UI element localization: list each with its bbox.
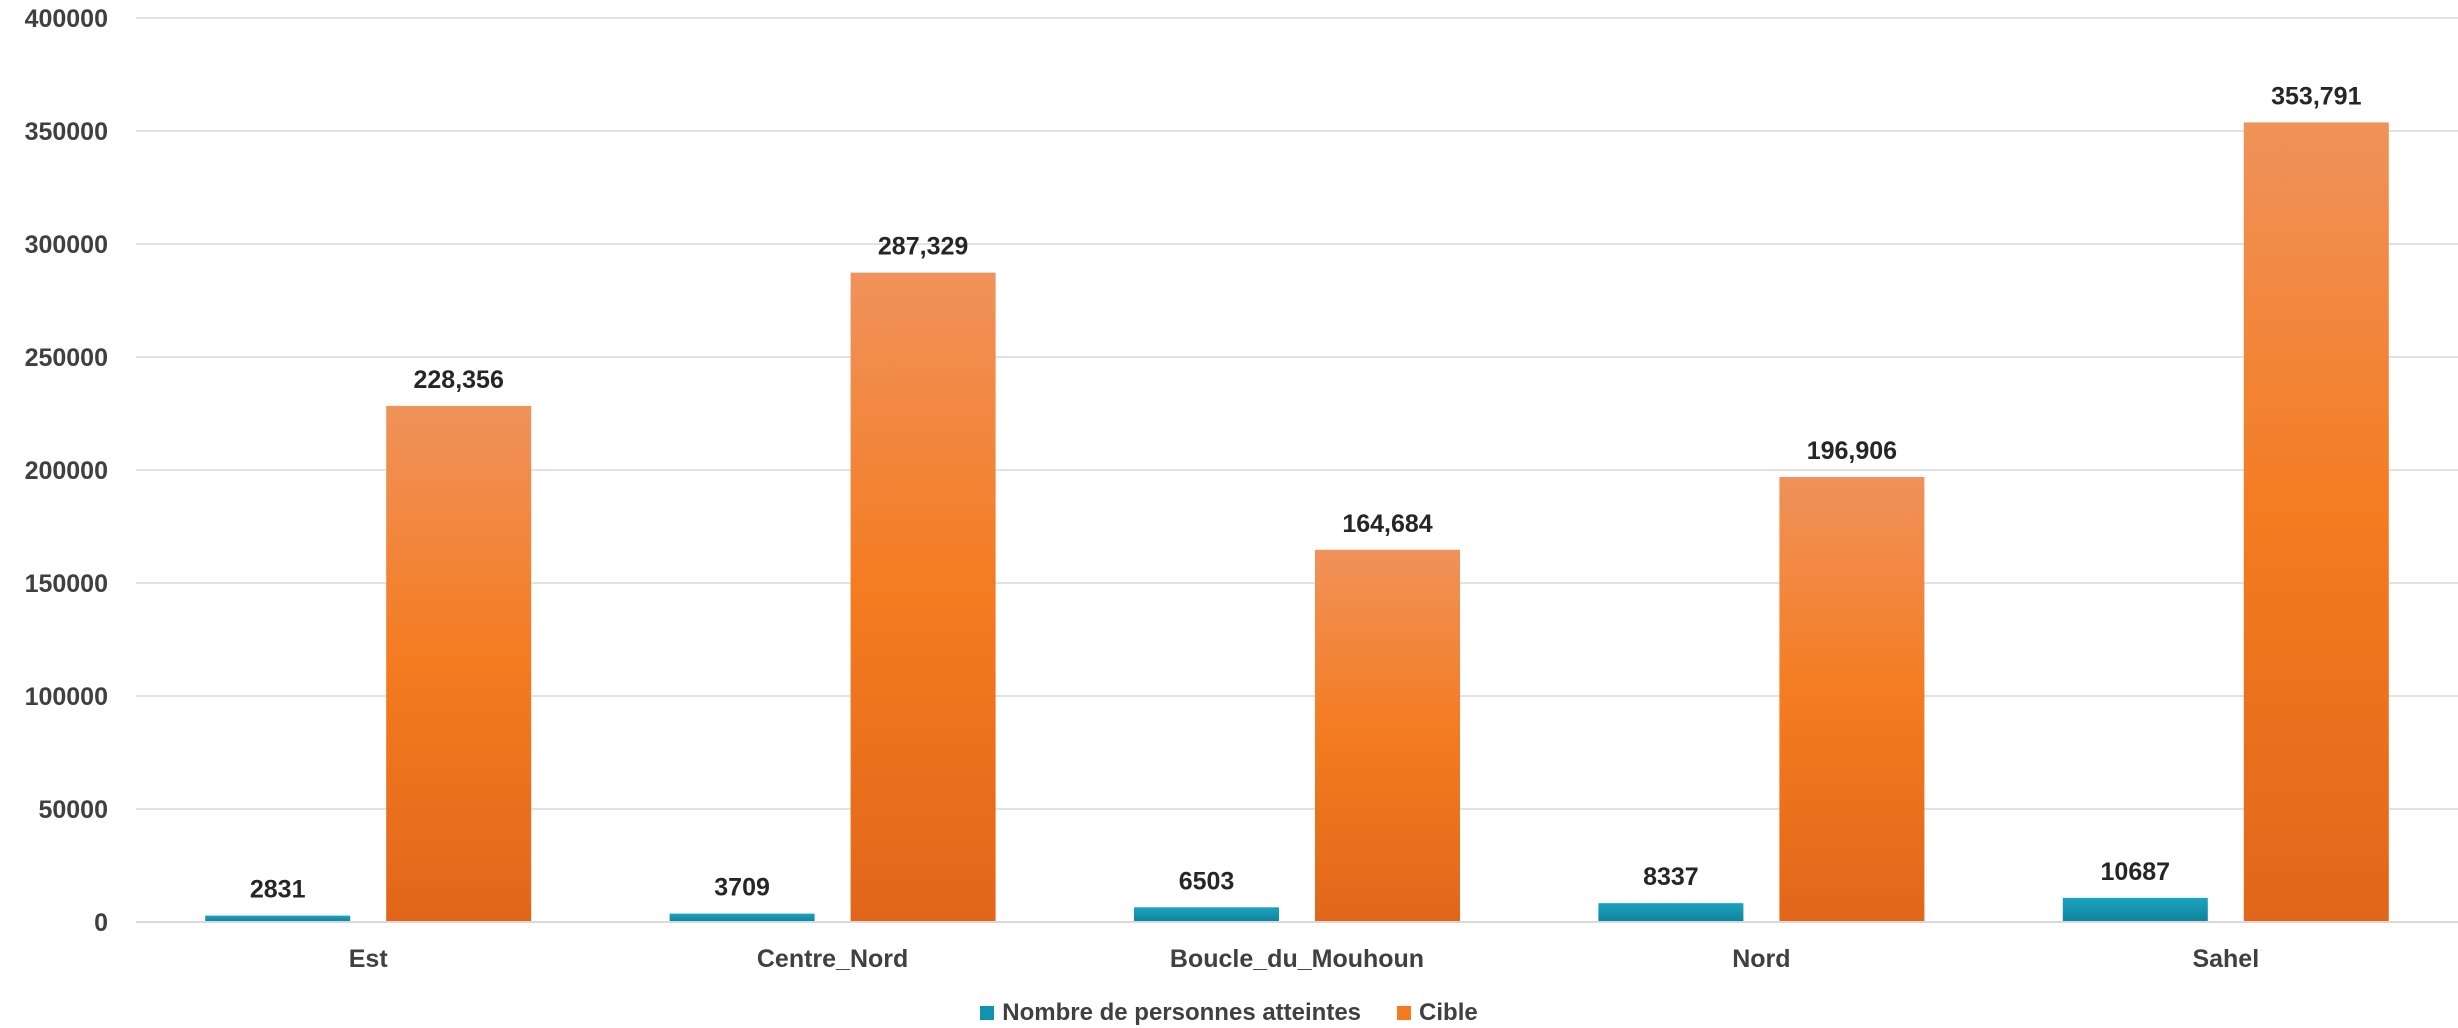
data-label-cible: 164,684 (1342, 510, 1432, 538)
data-label-atteintes: 8337 (1643, 863, 1699, 891)
bar-atteintes-Sahel[interactable] (2062, 897, 2208, 922)
y-tick-label: 200000 (25, 457, 108, 485)
bar-cible-Centre_Nord[interactable] (850, 272, 996, 922)
y-tick-label: 350000 (25, 118, 108, 146)
legend-label-series-2: Cible (1419, 999, 1478, 1026)
legend-swatch-series-1 (980, 1006, 995, 1020)
legend-item-series-2[interactable]: Cible (1397, 999, 1478, 1027)
y-tick-label: 0 (94, 909, 108, 937)
data-label-atteintes: 3709 (714, 874, 770, 902)
bars (205, 122, 2389, 923)
bar-cible-Est[interactable] (386, 405, 532, 923)
data-label-atteintes: 2831 (250, 876, 306, 904)
x-category-label: Sahel (2192, 945, 2259, 973)
bar-atteintes-Nord[interactable] (1598, 903, 1744, 922)
bar-atteintes-Est[interactable] (205, 915, 351, 922)
data-labels: 2831 228,356 3709 287,329 6503 164,684 8337 196… (250, 82, 2362, 903)
data-label-cible: 196,906 (1807, 437, 1897, 465)
data-label-atteintes: 10687 (2101, 858, 2171, 886)
bar-cible-Nord[interactable] (1779, 476, 1925, 922)
legend-item-series-1[interactable]: Nombre de personnes atteintes (980, 999, 1361, 1027)
legend-swatch-series-2 (1397, 1006, 1412, 1020)
y-tick-label: 150000 (25, 570, 108, 598)
data-label-cible: 353,791 (2271, 82, 2361, 110)
x-category-label: Nord (1732, 945, 1790, 973)
y-tick-label: 50000 (38, 796, 108, 824)
data-label-cible: 287,329 (878, 233, 968, 261)
bar-cible-Sahel[interactable] (2243, 122, 2389, 922)
legend-label-series-1: Nombre de personnes atteintes (1002, 999, 1362, 1026)
x-category-label: Est (349, 945, 389, 973)
y-axis: 0 50000 100000 150000 200000 250000 300000 3500… (25, 5, 108, 937)
data-label-atteintes: 6503 (1179, 867, 1235, 895)
y-tick-label: 400000 (25, 5, 108, 33)
bar-chart: 0 50000 100000 150000 200000 250000 300000 3500… (25, 5, 2458, 973)
y-tick-label: 100000 (25, 683, 108, 711)
y-tick-label: 300000 (25, 231, 108, 259)
y-tick-label: 250000 (25, 344, 108, 372)
bar-atteintes-Centre_Nord[interactable] (669, 913, 815, 922)
legend: Nombre de personnes atteintes Cible (0, 998, 2458, 1028)
data-label-cible: 228,356 (414, 366, 504, 394)
bar-atteintes-Boucle_du_Mouhoun[interactable] (1134, 907, 1279, 922)
x-axis: Est Centre_Nord Boucle_du_Mouhoun Nord Sahel (136, 921, 2458, 973)
x-category-label: Centre_Nord (757, 945, 908, 973)
bar-cible-Boucle_du_Mouhoun[interactable] (1315, 549, 1460, 922)
x-category-label: Boucle_du_Mouhoun (1170, 945, 1424, 973)
